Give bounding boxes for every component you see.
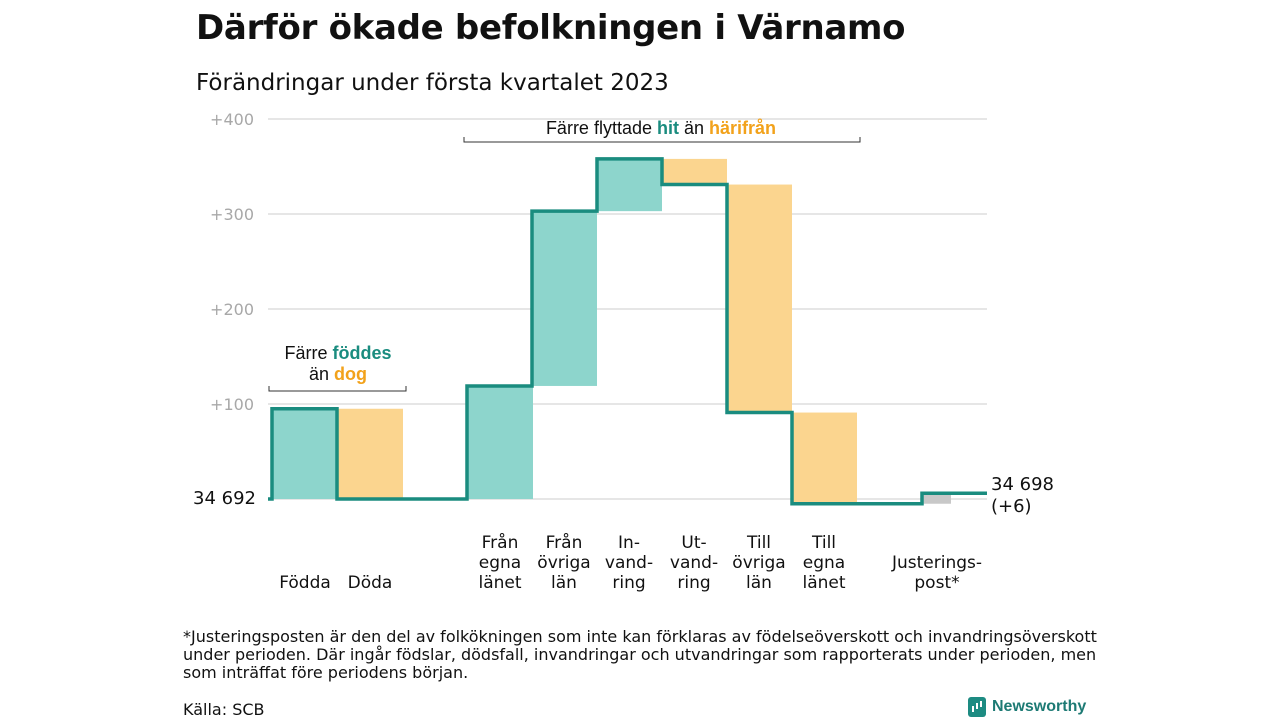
annotation-births-line2: än dog [309, 364, 367, 384]
page-title: Därför ökade befolkningen i Värnamo [196, 8, 906, 48]
end-change-label: (+6) [991, 496, 1032, 517]
x-tick-label: övriga [732, 553, 785, 573]
x-tick-label: ring [612, 573, 645, 593]
x-tick-label: länet [478, 573, 521, 593]
y-tick-label: +200 [210, 300, 254, 319]
annotation-births-bracket [268, 386, 407, 392]
y-tick-label: +300 [210, 205, 254, 224]
x-tick-label: In- [618, 533, 640, 553]
x-tick-label: länet [802, 573, 845, 593]
x-tick-label: län [551, 573, 577, 593]
annotation-migration: Färre flyttade hit än härifrån [546, 118, 776, 138]
bar-5 [661, 158, 727, 185]
start-value-label: 34 692 [193, 488, 256, 509]
brand-name: Newsworthy [992, 698, 1087, 715]
x-tick-label: post* [914, 573, 959, 593]
x-tick-label: Ut- [681, 533, 706, 553]
y-tick-label: +400 [210, 110, 254, 129]
x-tick-label: Justerings- [891, 553, 982, 573]
x-tick-label: egna [803, 553, 845, 573]
x-tick-label: Döda [348, 573, 393, 593]
x-tick-label: ring [677, 573, 710, 593]
chart-icon [968, 697, 986, 717]
x-tick-label: vand- [670, 553, 718, 573]
bar-7 [791, 412, 857, 504]
annotation-migration-bracket [463, 137, 861, 143]
x-tick-label: övriga [537, 553, 590, 573]
end-value-label: 34 698 [991, 474, 1054, 495]
x-tick-label: Till [746, 533, 771, 553]
x-tick-label: Födda [279, 573, 331, 593]
waterfall-chart: +100+200+300+400 Födda DödaFrånegnalänetF… [193, 110, 1054, 593]
bar-8 [923, 493, 951, 504]
x-tick-label: Från [546, 532, 583, 553]
bar-6 [726, 184, 792, 413]
bar-0 [272, 408, 338, 499]
footnote: *Justeringsposten är den del av folkökni… [183, 627, 1097, 682]
source-text: Källa: SCB [183, 700, 265, 719]
x-tick-label: egna [479, 553, 521, 573]
bar-2 [467, 385, 533, 499]
y-tick-label: +100 [210, 395, 254, 414]
page-subtitle: Förändringar under första kvartalet 2023 [196, 70, 669, 96]
x-tick-label: Till [811, 533, 836, 553]
x-tick-label: vand- [605, 553, 653, 573]
x-tick-label: län [746, 573, 772, 593]
bar-1 [337, 408, 403, 499]
bar-3 [531, 211, 597, 386]
cumulative-step-line [268, 157, 987, 506]
annotation-births-line1: Färre föddes [284, 343, 391, 363]
bar-4 [596, 158, 662, 212]
x-tick-label: Från [482, 532, 519, 553]
brand-logo: Newsworthy [968, 697, 1086, 717]
